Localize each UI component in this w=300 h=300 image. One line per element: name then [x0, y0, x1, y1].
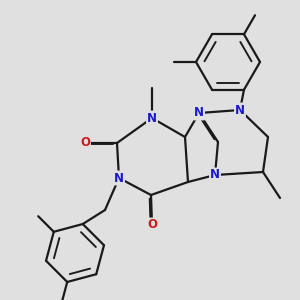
Text: O: O — [80, 136, 90, 149]
Text: N: N — [210, 169, 220, 182]
Text: N: N — [235, 103, 245, 116]
Text: O: O — [147, 218, 157, 232]
Text: N: N — [147, 112, 157, 124]
Text: N: N — [114, 172, 124, 184]
Text: N: N — [194, 106, 204, 119]
